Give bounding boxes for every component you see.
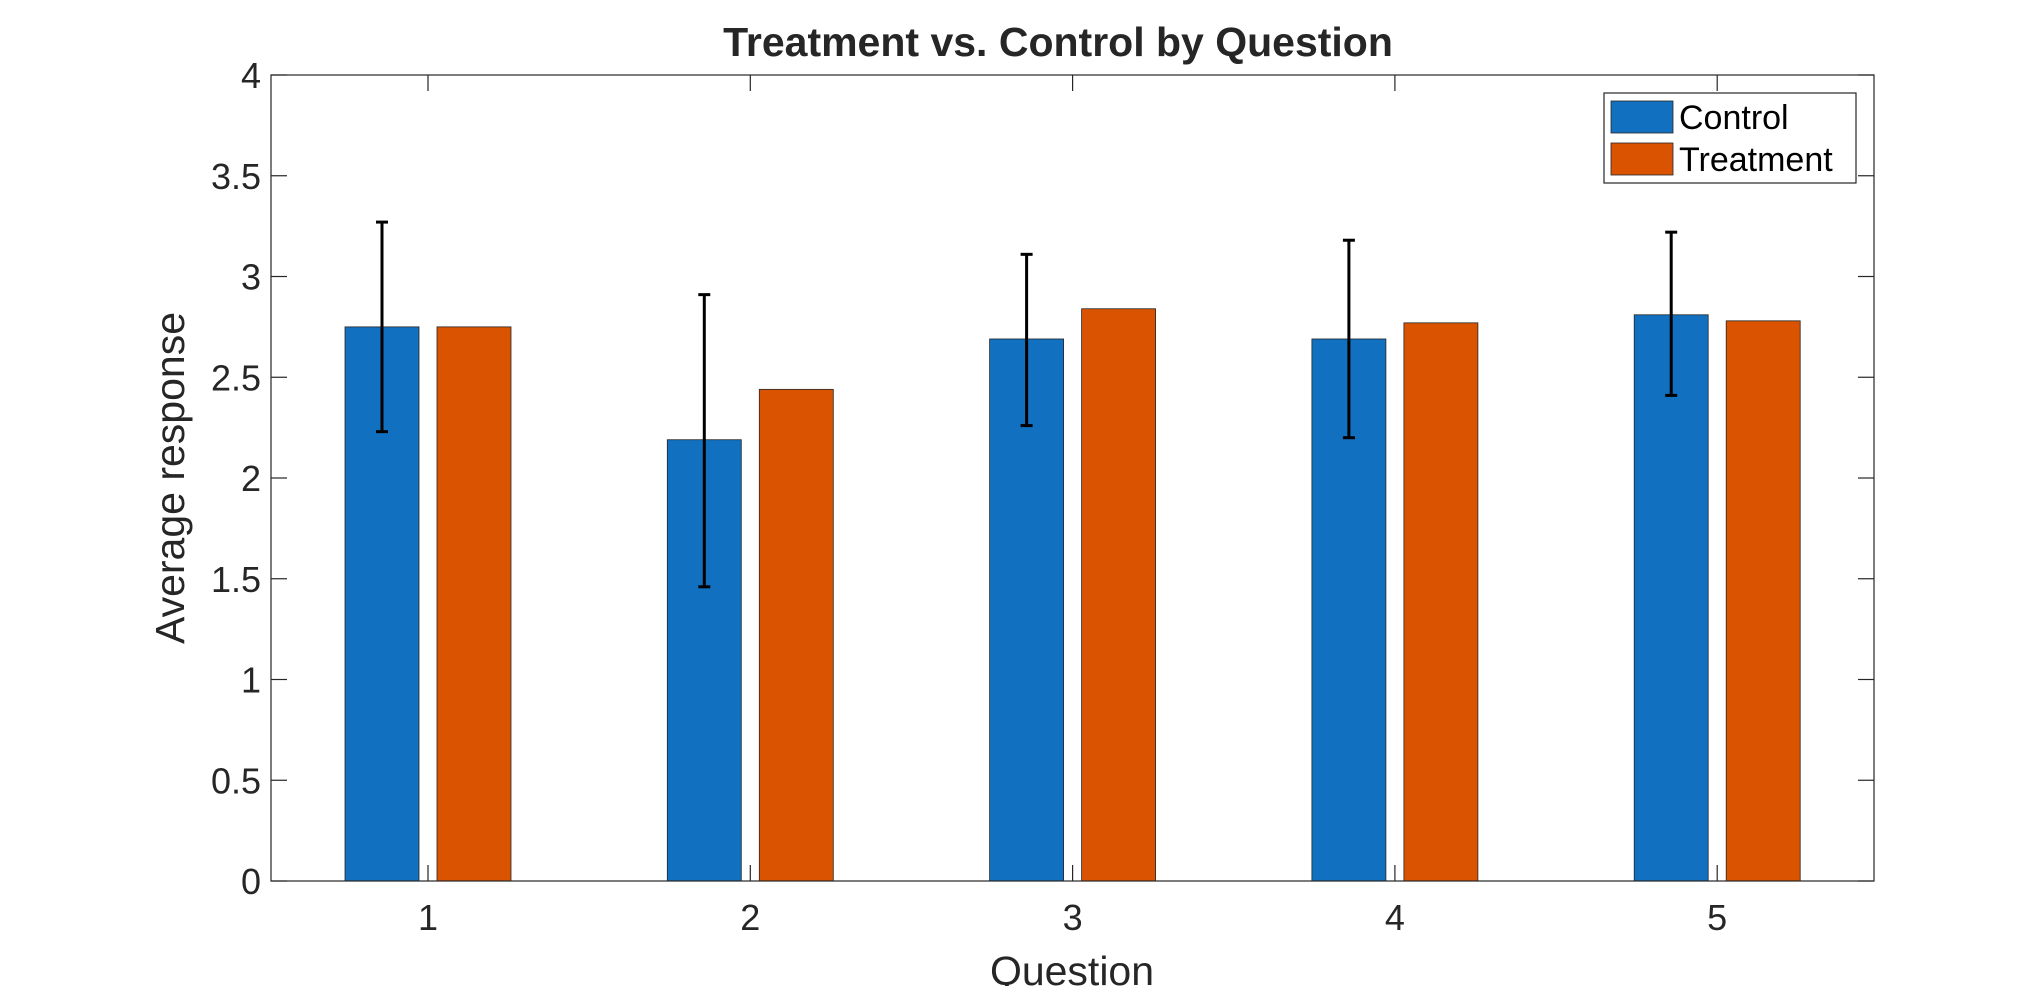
y-axis-label: Average response xyxy=(147,312,193,644)
y-tick-label: 1.5 xyxy=(211,559,261,600)
x-tick-label: 4 xyxy=(1385,897,1405,938)
error-bar-control-q5 xyxy=(1665,230,1678,397)
plot-area xyxy=(271,75,1874,881)
x-tick-labels-group: 1 2 3 4 5 xyxy=(418,897,1727,938)
x-axis-label: Question xyxy=(990,948,1154,986)
error-bar-control-q3 xyxy=(1020,252,1033,428)
legend-label-treatment: Treatment xyxy=(1679,141,1833,179)
y-tick-label: 0 xyxy=(241,861,261,902)
x-tick-label: 2 xyxy=(740,897,760,938)
ticks-group xyxy=(271,74,1874,882)
y-tick-labels-group: 0 0.5 1 1.5 2 2.5 3 3.5 4 xyxy=(211,55,261,902)
error-bar-control-q1 xyxy=(376,220,388,434)
y-tick-label: 2.5 xyxy=(211,357,261,398)
y-tick-label: 3.5 xyxy=(211,156,261,197)
y-tick-label: 0.5 xyxy=(211,760,261,801)
legend: Control Treatment xyxy=(1603,92,1857,184)
y-tick-label: 3 xyxy=(241,257,261,298)
bar-control-q3 xyxy=(989,338,1064,882)
error-bar-control-q2 xyxy=(698,293,711,589)
y-tick-label: 2 xyxy=(241,458,261,499)
y-tick-label: 4 xyxy=(241,55,261,96)
bar-treatment-q4 xyxy=(1403,322,1479,882)
bar-control-q5 xyxy=(1633,314,1709,882)
bar-treatment-q2 xyxy=(758,388,834,882)
x-tick-label: 5 xyxy=(1707,897,1727,938)
error-bar-control-q4 xyxy=(1342,238,1355,440)
y-tick-label: 1 xyxy=(241,660,261,701)
bars-group xyxy=(344,308,1801,882)
legend-swatch-control xyxy=(1610,100,1674,134)
error-bars-group xyxy=(376,220,1678,589)
bar-treatment-q1 xyxy=(436,326,512,882)
chart-title: Treatment vs. Control by Question xyxy=(723,19,1393,65)
x-tick-label: 1 xyxy=(418,897,438,938)
x-tick-label: 3 xyxy=(1063,897,1083,938)
bar-treatment-q5 xyxy=(1725,320,1801,882)
bar-treatment-q3 xyxy=(1081,308,1156,882)
legend-label-control: Control xyxy=(1679,99,1789,137)
legend-swatch-treatment xyxy=(1610,142,1674,176)
